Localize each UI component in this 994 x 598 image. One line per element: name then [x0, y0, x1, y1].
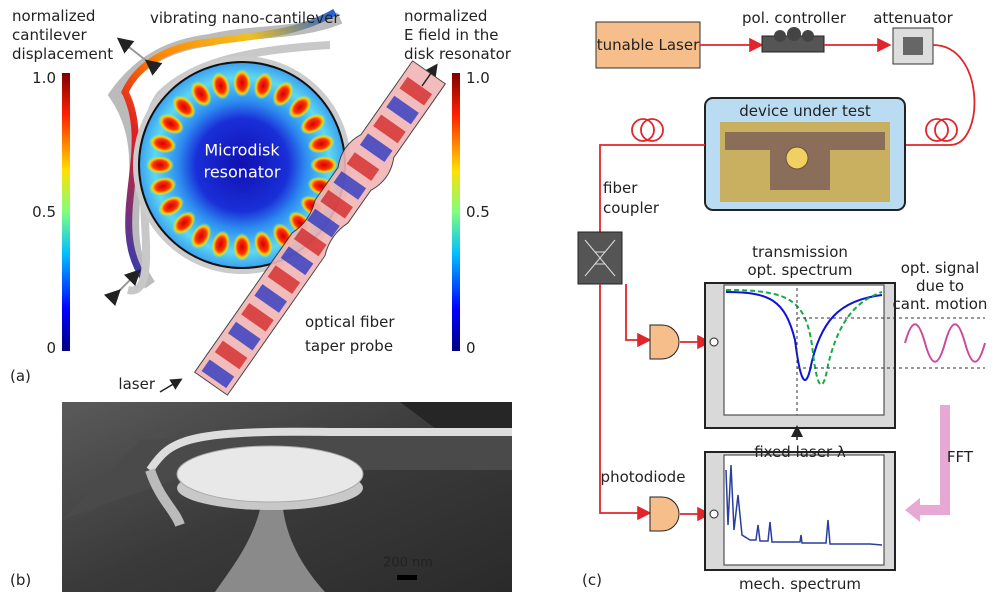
photodiode: [650, 497, 679, 531]
photodiode-label: photodiode: [601, 468, 686, 486]
paddle: [787, 27, 801, 41]
disk-label: resonator: [204, 163, 281, 182]
paddle: [774, 30, 786, 42]
signal-label: opt. signal: [901, 259, 980, 277]
scale-bar: [397, 575, 417, 580]
colorbar-tick: 1.0: [32, 69, 56, 87]
laser-arrow: [160, 380, 180, 392]
vibration-arrow: [120, 40, 148, 62]
fft-label: FFT: [947, 448, 974, 466]
fiber-label: optical fiber: [305, 313, 395, 331]
signal-label: cant. motion: [893, 295, 988, 313]
coupler-label: fiber: [603, 179, 638, 197]
photodiode: [650, 325, 679, 359]
pol-label: pol. controller: [742, 9, 847, 27]
panel-label: (c): [582, 571, 602, 589]
colorbar-right: [452, 73, 460, 351]
scope-input: [710, 510, 718, 518]
field-lobe: [233, 233, 251, 261]
cantilever-title: vibrating nano-cantilever: [150, 9, 340, 27]
fiber-label: taper probe: [305, 337, 393, 355]
disk-label: Microdisk: [204, 141, 280, 160]
panel-label: (b): [10, 571, 31, 589]
transmission-label: opt. spectrum: [747, 261, 852, 279]
mech-spectrum-label: mech. spectrum: [739, 575, 861, 593]
transmission-label: transmission: [752, 243, 848, 261]
laser-label: tunable Laser: [597, 36, 700, 54]
laser-label: laser: [118, 375, 155, 393]
colorbar-tick: 0.5: [32, 203, 56, 221]
colorbar-title: normalized: [12, 7, 95, 25]
attenuator-element: [903, 37, 923, 55]
scope-input: [710, 338, 718, 346]
scale-label: 200 nm: [383, 556, 433, 571]
panel-label: (a): [10, 367, 31, 385]
colorbar-left: [62, 73, 70, 351]
field-lobe: [233, 69, 251, 97]
colorbar-title: cantilever: [12, 26, 87, 44]
fft-arrow: [905, 405, 950, 522]
colorbar-tick: 0.5: [466, 203, 490, 221]
colorbar-title: displacement: [12, 45, 113, 63]
colorbar-tick: 0: [466, 339, 476, 357]
colorbar-tick: 0: [46, 339, 56, 357]
fixed-laser-label: fixed laser λ: [754, 443, 846, 461]
sem-disk: [177, 446, 363, 502]
paddle: [802, 30, 814, 42]
field-lobe: [146, 156, 174, 174]
plot-area: [724, 455, 884, 565]
colorbar-title: disk resonator: [404, 45, 512, 63]
signal-label: due to: [916, 277, 964, 295]
colorbar-tick: 1.0: [466, 69, 490, 87]
dut-label: device under test: [739, 102, 871, 120]
field-lobe: [310, 156, 338, 174]
coupler-label: coupler: [603, 199, 660, 217]
colorbar-title: E field in the: [404, 26, 498, 44]
colorbar-title: normalized: [404, 7, 487, 25]
figure: normalized cantilever displacement vibra…: [0, 0, 994, 598]
attenuator-label: attenuator: [873, 9, 953, 27]
dut-disk: [786, 147, 808, 169]
fiber-line: [626, 284, 648, 340]
opt-signal: [905, 324, 985, 362]
